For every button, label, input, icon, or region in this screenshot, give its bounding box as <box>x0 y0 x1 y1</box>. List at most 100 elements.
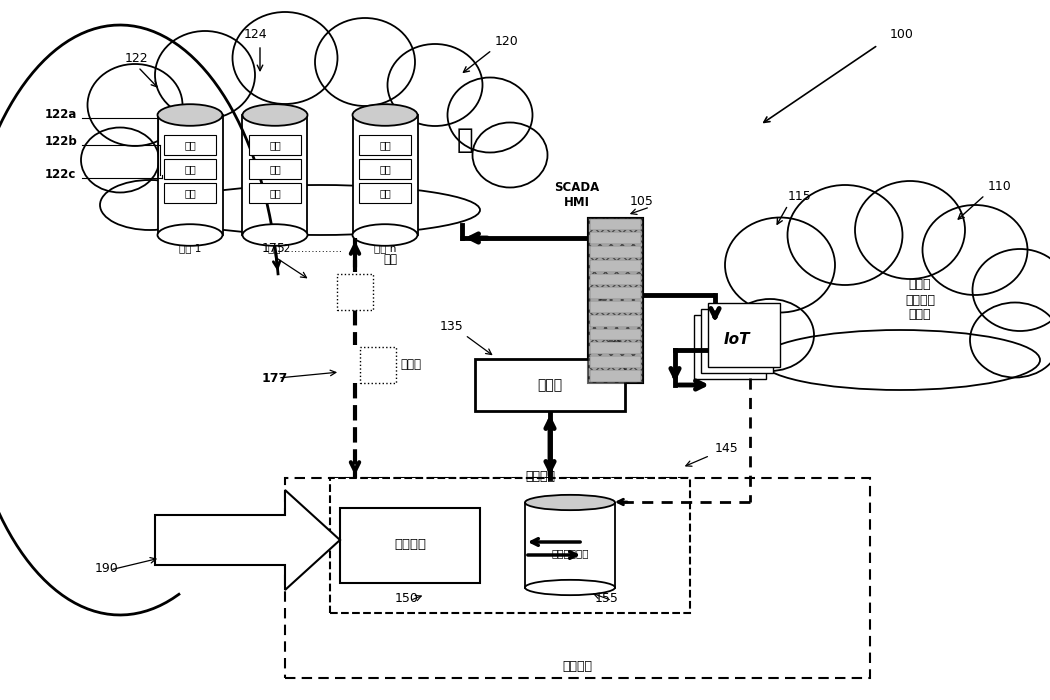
Text: 155: 155 <box>595 592 618 606</box>
Text: 190: 190 <box>94 562 119 575</box>
Bar <box>589 342 640 354</box>
Bar <box>359 183 411 203</box>
Bar <box>285 478 870 678</box>
FancyBboxPatch shape <box>694 315 766 379</box>
Bar <box>249 183 301 203</box>
Text: 175: 175 <box>262 242 286 255</box>
Ellipse shape <box>315 18 415 106</box>
Ellipse shape <box>972 249 1050 331</box>
Bar <box>588 218 643 382</box>
Text: 标签: 标签 <box>379 140 391 150</box>
Ellipse shape <box>81 127 159 192</box>
Text: 云: 云 <box>457 126 474 154</box>
Ellipse shape <box>160 185 480 235</box>
Bar <box>589 287 640 299</box>
Bar <box>525 503 615 587</box>
Text: 行为: 行为 <box>269 164 281 174</box>
Ellipse shape <box>525 580 615 595</box>
Bar <box>249 159 301 179</box>
Text: 122: 122 <box>125 52 149 65</box>
Text: 124: 124 <box>244 28 267 41</box>
Text: 122c: 122c <box>45 168 77 181</box>
Bar <box>340 508 480 582</box>
Ellipse shape <box>726 299 814 371</box>
Bar <box>243 115 308 235</box>
Text: 边缘逻辑: 边缘逻辑 <box>394 538 426 552</box>
Bar <box>589 356 640 368</box>
Bar <box>588 218 643 382</box>
Text: 145: 145 <box>715 442 739 456</box>
Ellipse shape <box>232 12 337 104</box>
Text: 行为: 行为 <box>379 164 391 174</box>
Bar <box>589 232 640 244</box>
Text: 边缘高速缓存: 边缘高速缓存 <box>551 548 589 558</box>
Bar <box>589 274 640 286</box>
Bar <box>158 115 223 235</box>
Bar <box>164 159 216 179</box>
Bar <box>589 370 640 382</box>
Ellipse shape <box>100 180 200 230</box>
Ellipse shape <box>243 104 308 126</box>
Ellipse shape <box>353 104 418 126</box>
Text: 资产 2……………: 资产 2…………… <box>268 243 342 253</box>
Polygon shape <box>155 490 340 590</box>
Bar <box>589 315 640 326</box>
Text: 标签: 标签 <box>269 140 281 150</box>
Text: 服务器: 服务器 <box>400 358 421 372</box>
Ellipse shape <box>447 78 532 153</box>
Ellipse shape <box>970 302 1050 377</box>
Ellipse shape <box>923 205 1028 295</box>
Text: 边缘模块: 边缘模块 <box>525 470 555 484</box>
Text: 边缘设备: 边缘设备 <box>563 660 592 673</box>
Bar <box>164 183 216 203</box>
Ellipse shape <box>158 104 223 126</box>
Bar <box>589 301 640 313</box>
Text: 122b: 122b <box>45 135 78 148</box>
Bar <box>81 112 547 235</box>
Text: 资产 1: 资产 1 <box>178 243 202 253</box>
Ellipse shape <box>353 224 418 246</box>
Bar <box>330 477 690 612</box>
FancyBboxPatch shape <box>708 303 780 367</box>
Ellipse shape <box>243 224 308 246</box>
Text: 150: 150 <box>395 592 419 606</box>
Text: 规则: 规则 <box>184 188 196 198</box>
Ellipse shape <box>155 31 255 119</box>
Bar <box>724 275 1050 390</box>
Bar <box>337 274 373 310</box>
Ellipse shape <box>760 330 1040 390</box>
Text: 115: 115 <box>788 190 812 203</box>
Text: 行为: 行为 <box>184 164 196 174</box>
Ellipse shape <box>87 64 183 146</box>
Ellipse shape <box>387 44 483 126</box>
Bar <box>475 359 625 411</box>
Bar <box>249 135 301 155</box>
Text: 规则: 规则 <box>269 188 281 198</box>
Ellipse shape <box>525 495 615 510</box>
Ellipse shape <box>855 181 965 279</box>
Bar <box>589 260 640 272</box>
Text: 110: 110 <box>988 180 1012 193</box>
Ellipse shape <box>788 185 903 285</box>
Text: 100: 100 <box>890 28 914 41</box>
Text: 标签: 标签 <box>184 140 196 150</box>
Ellipse shape <box>472 122 547 188</box>
Bar <box>353 115 418 235</box>
Bar <box>164 135 216 155</box>
Text: 分布式
工业网络
或过程: 分布式 工业网络 或过程 <box>905 279 934 321</box>
Ellipse shape <box>724 218 835 312</box>
Bar <box>359 159 411 179</box>
Text: 规则: 规则 <box>379 188 391 198</box>
Ellipse shape <box>158 224 223 246</box>
Bar <box>589 218 640 230</box>
Text: 122a: 122a <box>45 108 78 121</box>
Bar <box>589 328 640 340</box>
Text: 资产 n: 资产 n <box>374 243 396 253</box>
Bar <box>589 246 640 258</box>
Text: 120: 120 <box>495 35 519 48</box>
Bar <box>359 135 411 155</box>
Text: 历史库: 历史库 <box>538 378 563 392</box>
Text: 135: 135 <box>440 320 464 333</box>
Text: 105: 105 <box>630 195 654 208</box>
FancyBboxPatch shape <box>701 309 773 373</box>
